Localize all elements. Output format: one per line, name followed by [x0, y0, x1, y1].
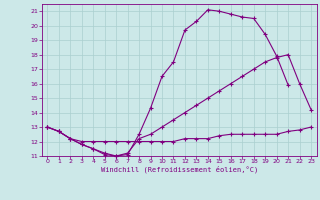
X-axis label: Windchill (Refroidissement éolien,°C): Windchill (Refroidissement éolien,°C): [100, 166, 258, 173]
